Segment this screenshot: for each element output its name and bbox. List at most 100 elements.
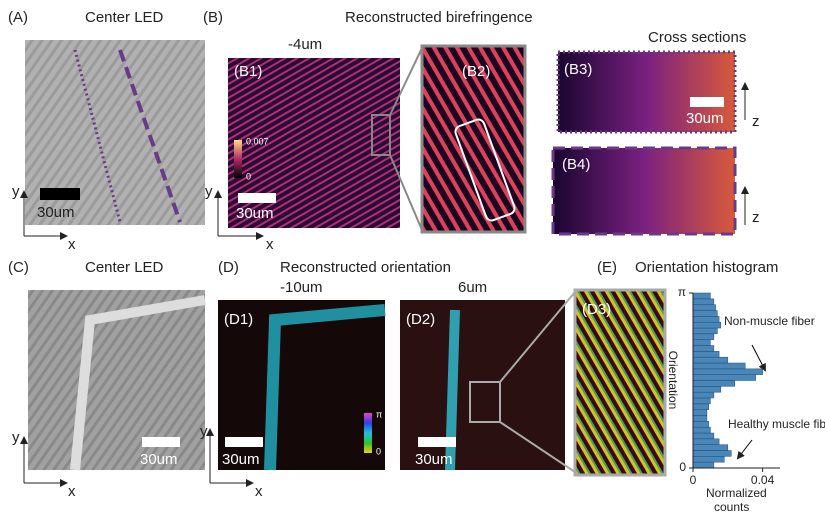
- bar: [692, 438, 720, 445]
- depth-label: -4um: [288, 36, 322, 53]
- scale-label: 30um: [236, 205, 274, 222]
- subpanel-label: (D2): [406, 311, 435, 328]
- axis-label: x: [266, 236, 274, 253]
- bar: [692, 316, 720, 323]
- x-axis-title: Normalized counts: [706, 486, 767, 514]
- image: [420, 44, 527, 234]
- bar: [692, 456, 725, 463]
- bar: [692, 362, 746, 370]
- axis-label: z: [752, 113, 760, 130]
- panel-label: (A): [8, 9, 28, 26]
- bar: [692, 421, 709, 428]
- axis-label: x: [68, 483, 76, 500]
- marker-line: [118, 49, 182, 223]
- axis-label: y: [12, 429, 20, 446]
- scale-bar: [225, 437, 263, 447]
- panel-label: (C): [8, 259, 29, 276]
- scale-bar: [238, 193, 276, 203]
- axis-label: x: [255, 483, 263, 500]
- bar: [692, 351, 720, 358]
- bar: [692, 327, 718, 335]
- depth-label: -10um: [280, 279, 323, 296]
- bar: [692, 380, 736, 387]
- colorbar: [364, 413, 372, 453]
- bar: [692, 426, 711, 434]
- bar: [692, 397, 711, 405]
- scale-bar: [690, 97, 724, 107]
- zoom-line: [389, 154, 423, 231]
- bar: [692, 310, 718, 317]
- y-tick-label: 0: [679, 460, 686, 474]
- panel-title: Reconstructed orientation: [280, 259, 451, 276]
- subpanel-label: (D1): [224, 311, 253, 328]
- colorbar: [234, 140, 242, 178]
- bar: [692, 415, 708, 422]
- histogram: 0 0.04 0 π Normalized counts Orientation: [666, 285, 780, 514]
- zoom-box: [371, 114, 391, 156]
- colorbar-label: π: [376, 409, 382, 419]
- highlight-box: [454, 118, 516, 222]
- bar: [692, 374, 756, 381]
- bar: [692, 321, 722, 329]
- bar: [692, 333, 715, 340]
- axis-label: y: [12, 183, 20, 200]
- bar: [692, 298, 715, 305]
- bar: [692, 403, 709, 410]
- panel-title: Orientation histogram: [635, 259, 778, 276]
- image: [551, 146, 737, 236]
- subpanel-label: (B4): [562, 156, 590, 173]
- bar: [692, 461, 715, 469]
- axis-label: x: [68, 236, 76, 253]
- bar: [692, 444, 729, 451]
- zoom-line: [499, 421, 576, 473]
- bar: [692, 432, 715, 440]
- bar: [692, 356, 729, 364]
- scale-label: 30um: [37, 204, 75, 221]
- image: [556, 50, 737, 134]
- scale-label: 30um: [415, 451, 453, 468]
- x-tick-label: 0: [690, 473, 697, 487]
- annotation: Non-muscle fiber: [724, 314, 815, 328]
- section-title: Cross sections: [648, 29, 746, 46]
- zoom-line: [389, 47, 423, 116]
- x-tick-label: 0.04: [751, 473, 775, 487]
- scale-bar: [40, 188, 80, 200]
- bar: [692, 391, 715, 399]
- panel-title: Reconstructed birefringence: [345, 9, 533, 26]
- y-axis-title: Orientation: [666, 351, 680, 410]
- subpanel-label: (B3): [564, 61, 592, 78]
- annotation: Healthy muscle fibers: [728, 417, 825, 431]
- annotation-arrow: [736, 439, 753, 460]
- panel-title: Center LED: [85, 259, 164, 276]
- scale-label: 30um: [140, 451, 178, 468]
- zoom-line: [499, 291, 576, 383]
- fiber: [70, 295, 206, 471]
- axis-label: y: [200, 423, 208, 440]
- y-tick-label: π: [678, 285, 686, 299]
- zoom-box: [469, 381, 501, 423]
- colorbar-label: 0: [246, 171, 251, 181]
- depth-label: 6um: [458, 279, 487, 296]
- annotation-arrow: [751, 344, 766, 372]
- bar: [692, 409, 708, 416]
- subpanel-label: (B2): [462, 63, 490, 80]
- bar: [692, 339, 711, 346]
- subpanel-label: (B1): [234, 63, 262, 80]
- bar: [692, 450, 732, 457]
- fiber: [264, 304, 386, 471]
- scale-bar: [418, 437, 456, 447]
- scale-label: 30um: [222, 451, 260, 468]
- subpanel-label: (D3): [582, 301, 611, 318]
- scale-label: 30um: [686, 110, 724, 127]
- scale-bar: [142, 437, 180, 447]
- panel-label: (E): [597, 259, 617, 276]
- bar: [692, 304, 716, 311]
- image: [573, 288, 667, 477]
- axis-label: z: [752, 209, 760, 226]
- colorbar-label: 0.007: [246, 136, 269, 146]
- panel-label: (D): [218, 259, 239, 276]
- panel-title: Center LED: [85, 9, 164, 26]
- axis-label: y: [205, 183, 213, 200]
